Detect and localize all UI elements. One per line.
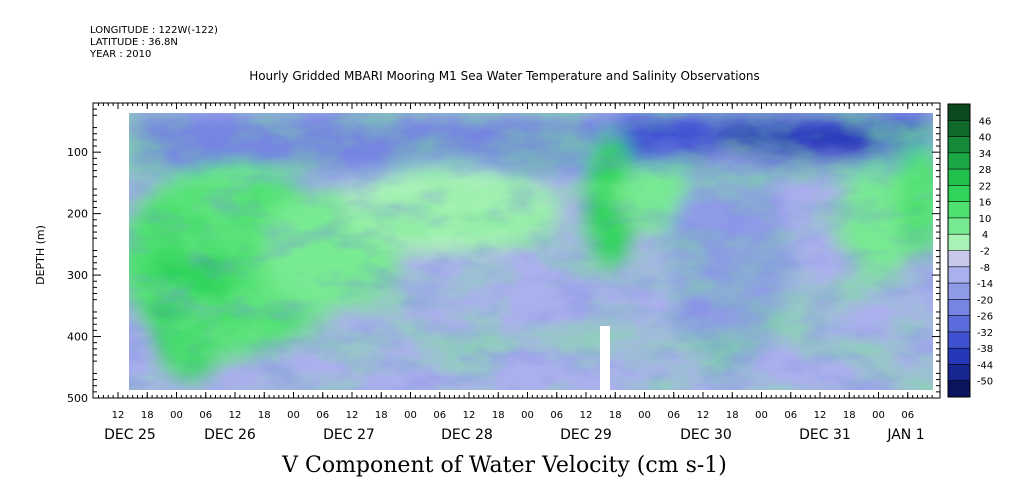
x-hour-tick-label: 00 xyxy=(872,410,885,421)
x-hour-tick-label: 06 xyxy=(199,410,212,421)
colorbar-swatch xyxy=(948,136,970,154)
x-day-label: DEC 29 xyxy=(560,427,612,443)
x-hour-tick-label: 18 xyxy=(141,410,154,421)
y-tick-label: 500 xyxy=(67,392,88,405)
colorbar-level-label: 46 xyxy=(979,116,992,127)
x-hour-tick-label: 06 xyxy=(667,410,680,421)
colorbar-swatch xyxy=(948,104,970,121)
x-hour-tick-label: 12 xyxy=(463,410,476,421)
colorbar-swatch xyxy=(948,250,970,268)
colorbar-level-label: -2 xyxy=(980,247,990,258)
colorbar-level-label: -38 xyxy=(977,344,993,355)
x-hour-tick-label: 00 xyxy=(521,410,534,421)
x-hour-tick-label: 18 xyxy=(375,410,388,421)
x-hour-tick-label: 18 xyxy=(609,410,622,421)
colorbar-swatch xyxy=(948,185,970,203)
x-hour-tick-label: 00 xyxy=(170,410,183,421)
x-hour-tick-label: 18 xyxy=(726,410,739,421)
colorbar-swatch xyxy=(948,120,970,138)
x-hour-tick-label: 12 xyxy=(229,410,242,421)
x-hour-tick-label: 06 xyxy=(901,410,914,421)
colorbar-swatch xyxy=(948,217,970,235)
colorbar-level-label: -8 xyxy=(980,263,990,274)
year-label: YEAR : 2010 xyxy=(90,49,152,60)
x-axis-label: V Component of Water Velocity (cm s-1) xyxy=(282,453,727,478)
colorbar-level-label: -14 xyxy=(977,279,993,290)
x-day-label: DEC 31 xyxy=(799,427,851,443)
colorbar-swatch xyxy=(948,299,970,317)
colorbar-swatch xyxy=(948,283,970,300)
colorbar-swatch xyxy=(948,152,970,170)
colorbar-swatch xyxy=(948,266,970,284)
colorbar-swatch xyxy=(948,380,970,398)
heatmap-field xyxy=(129,113,933,390)
x-day-label: DEC 27 xyxy=(323,427,375,443)
colorbar-level-label: 40 xyxy=(979,133,992,144)
x-day-label: JAN 1 xyxy=(886,427,924,443)
y-tick-label: 400 xyxy=(67,331,88,344)
x-day-label: DEC 25 xyxy=(104,427,156,443)
x-day-label: DEC 26 xyxy=(204,427,256,443)
x-hour-tick-label: 06 xyxy=(316,410,329,421)
y-tick-label: 100 xyxy=(67,146,88,159)
chart-title: Hourly Gridded MBARI Mooring M1 Sea Wate… xyxy=(249,69,760,83)
x-hour-tick-label: 18 xyxy=(492,410,505,421)
x-hour-tick-label: 06 xyxy=(784,410,797,421)
colorbar-level-label: -26 xyxy=(977,312,993,323)
x-day-label: DEC 28 xyxy=(441,427,493,443)
x-day-label: DEC 30 xyxy=(680,427,732,443)
x-hour-tick-label: 12 xyxy=(112,410,125,421)
x-hour-tick-label: 12 xyxy=(580,410,593,421)
x-hour-tick-label: 00 xyxy=(287,410,300,421)
colorbar-level-label: 22 xyxy=(979,181,992,192)
colorbar-swatch xyxy=(948,315,970,333)
longitude-label: LONGITUDE : 122W(-122) xyxy=(90,25,218,36)
x-hour-tick-label: 12 xyxy=(814,410,827,421)
x-axis-ticks: 12 18 00 06 12 18 00 06 12 18 00 06 12 18 00 06 12 18 00 06… xyxy=(98,103,933,443)
x-hour-tick-label: 00 xyxy=(755,410,768,421)
x-hour-tick-label: 18 xyxy=(843,410,856,421)
missing-data-gap xyxy=(600,326,610,390)
colorbar-level-label: 16 xyxy=(979,198,992,209)
latitude-label: LATITUDE : 36.8N xyxy=(90,37,178,48)
y-tick-label: 200 xyxy=(67,208,88,221)
colorbar: 46 40 34 28 22 16 10 4 -2 -8 -14 -20 -26 -32 -38 -44 -50 xyxy=(947,103,993,398)
colorbar-level-label: -50 xyxy=(977,377,993,388)
colorbar-level-label: -44 xyxy=(977,360,993,371)
colorbar-swatch xyxy=(948,169,970,186)
x-hour-tick-label: 00 xyxy=(638,410,651,421)
colorbar-level-label: -20 xyxy=(977,295,993,306)
colorbar-level-label: 28 xyxy=(979,165,992,176)
colorbar-swatch xyxy=(948,348,970,365)
x-hour-tick-label: 00 xyxy=(404,410,417,421)
x-hour-tick-label: 12 xyxy=(346,410,359,421)
y-tick-label: 300 xyxy=(67,269,88,282)
colorbar-level-label: 10 xyxy=(979,214,992,225)
colorbar-swatch xyxy=(948,234,970,251)
x-hour-tick-label: 06 xyxy=(550,410,563,421)
colorbar-level-label: 34 xyxy=(979,149,992,160)
colorbar-swatch xyxy=(948,201,970,219)
colorbar-level-label: 4 xyxy=(982,230,988,241)
x-hour-tick-label: 06 xyxy=(433,410,446,421)
y-axis-label: DEPTH (m) xyxy=(34,225,47,285)
colorbar-level-label: -32 xyxy=(977,328,993,339)
colorbar-swatch xyxy=(948,364,970,382)
colorbar-swatch xyxy=(948,331,970,349)
y-axis-ticks: 100 200 300 400 500 xyxy=(67,108,940,405)
x-hour-tick-label: 12 xyxy=(697,410,710,421)
heatmap-texture-blue xyxy=(129,113,933,390)
x-hour-tick-label: 18 xyxy=(258,410,271,421)
